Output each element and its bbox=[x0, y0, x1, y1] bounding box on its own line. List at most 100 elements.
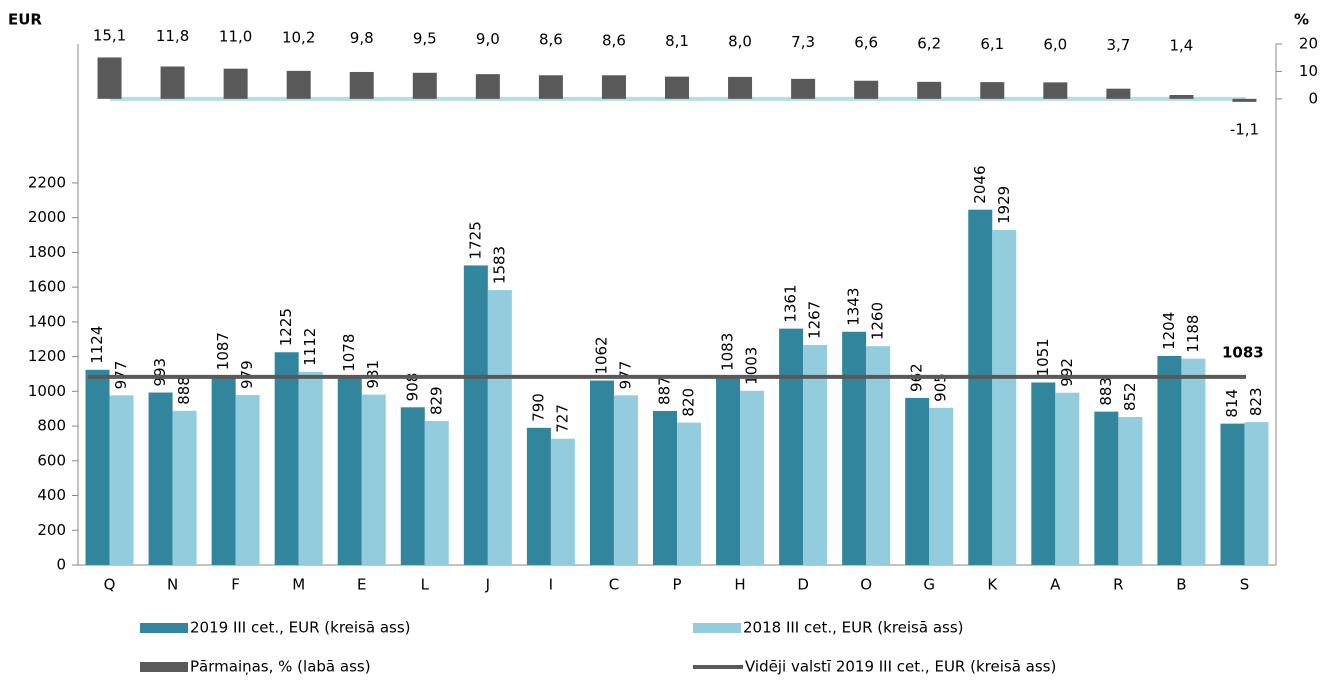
change-bar bbox=[1106, 88, 1131, 99]
y-axis-label: EUR bbox=[8, 11, 42, 29]
y-tick-label: 400 bbox=[37, 486, 66, 504]
bar bbox=[613, 395, 638, 565]
legend-label: 2019 III cet., EUR (kreisā ass) bbox=[190, 619, 411, 637]
data-label: 1204 bbox=[1160, 312, 1178, 350]
x-tick-label: R bbox=[1113, 576, 1123, 594]
y2-tick-label: 20 bbox=[1299, 35, 1318, 53]
legend-label: Pārmaiņas, % (labā ass) bbox=[190, 658, 371, 676]
x-tick-label: M bbox=[292, 576, 305, 594]
change-bar bbox=[1169, 95, 1194, 99]
legend-swatch bbox=[140, 662, 188, 672]
change-label: 6,1 bbox=[980, 35, 1004, 53]
change-label: 9,5 bbox=[413, 30, 437, 48]
change-bar bbox=[791, 78, 816, 99]
bar bbox=[526, 427, 551, 565]
data-label: 829 bbox=[427, 386, 445, 415]
data-label: 1260 bbox=[869, 302, 887, 340]
data-label: 908 bbox=[403, 373, 421, 402]
bar bbox=[992, 229, 1017, 565]
change-label: -1,1 bbox=[1230, 120, 1259, 138]
change-label: 11,8 bbox=[156, 27, 189, 45]
y-tick-label: 1800 bbox=[28, 243, 66, 261]
change-label: 6,2 bbox=[917, 34, 941, 52]
change-bar bbox=[1043, 82, 1068, 99]
change-bar bbox=[728, 76, 753, 99]
bar bbox=[298, 371, 323, 565]
y-tick-label: 2000 bbox=[28, 208, 66, 226]
change-label: 15,1 bbox=[93, 27, 126, 45]
x-tick-label: F bbox=[231, 576, 240, 594]
bar bbox=[929, 407, 954, 565]
bar bbox=[400, 407, 425, 565]
bar bbox=[716, 376, 741, 565]
x-tick-label: L bbox=[421, 576, 430, 594]
data-label: 1003 bbox=[743, 347, 761, 385]
change-bar bbox=[475, 74, 500, 99]
x-tick-label: O bbox=[860, 576, 872, 594]
bar bbox=[677, 422, 701, 565]
change-bar bbox=[601, 75, 626, 99]
legend-swatch bbox=[140, 623, 188, 633]
change-label: 6,0 bbox=[1043, 36, 1067, 54]
x-tick-label: H bbox=[734, 576, 745, 594]
change-label: 8,0 bbox=[728, 33, 752, 51]
data-label: 979 bbox=[238, 360, 256, 389]
data-label: 2046 bbox=[971, 165, 989, 203]
x-tick-label: I bbox=[549, 576, 553, 594]
data-label: 814 bbox=[1223, 389, 1241, 418]
data-label: 1124 bbox=[88, 326, 106, 364]
bar bbox=[148, 392, 173, 565]
y-tick-label: 2200 bbox=[28, 173, 66, 191]
change-bar bbox=[223, 68, 248, 99]
data-label: 888 bbox=[175, 376, 193, 405]
y-tick-label: 0 bbox=[56, 556, 66, 574]
y2-tick-label: 10 bbox=[1299, 62, 1318, 80]
data-label: 820 bbox=[680, 388, 698, 417]
change-label: 9,8 bbox=[350, 29, 374, 47]
change-bar bbox=[349, 71, 374, 99]
y-tick-label: 600 bbox=[37, 451, 66, 469]
x-tick-label: Q bbox=[104, 576, 116, 594]
x-tick-label: E bbox=[357, 576, 366, 594]
change-label: 9,0 bbox=[476, 30, 500, 48]
bar bbox=[653, 410, 677, 565]
y2-tick-label: 0 bbox=[1308, 89, 1318, 107]
change-bar bbox=[980, 82, 1005, 99]
data-label: 992 bbox=[1058, 358, 1076, 387]
bar bbox=[589, 380, 614, 565]
bar bbox=[361, 394, 386, 565]
x-tick-label: D bbox=[797, 576, 809, 594]
bar bbox=[274, 352, 299, 565]
data-label: 1361 bbox=[782, 284, 800, 322]
data-label: 1062 bbox=[592, 336, 610, 374]
bar bbox=[172, 410, 197, 565]
reference-label: 1083 bbox=[1222, 343, 1264, 361]
data-label: 790 bbox=[529, 393, 547, 422]
data-label: 727 bbox=[553, 404, 571, 433]
x-tick-label: G bbox=[923, 576, 935, 594]
bar bbox=[463, 265, 488, 565]
change-bar bbox=[160, 66, 185, 99]
data-label: 981 bbox=[364, 360, 382, 389]
bar bbox=[1244, 422, 1269, 565]
change-bar bbox=[97, 57, 122, 99]
y-tick-label: 1400 bbox=[28, 312, 66, 330]
data-label: 823 bbox=[1247, 387, 1265, 416]
bar bbox=[968, 209, 993, 566]
data-label: 905 bbox=[932, 373, 950, 402]
bar bbox=[424, 421, 449, 565]
change-bar bbox=[412, 72, 437, 99]
x-tick-label: B bbox=[1176, 576, 1186, 594]
change-label: 8,1 bbox=[665, 32, 689, 50]
data-label: 1225 bbox=[277, 308, 295, 346]
x-tick-label: A bbox=[1050, 576, 1061, 594]
change-label: 6,6 bbox=[854, 34, 878, 52]
bar bbox=[1055, 392, 1080, 565]
y-tick-label: 1600 bbox=[28, 278, 66, 296]
data-label: 1343 bbox=[845, 288, 863, 326]
bar bbox=[779, 328, 804, 565]
data-label: 1725 bbox=[466, 221, 484, 259]
change-label: 8,6 bbox=[539, 31, 563, 49]
change-bar bbox=[538, 75, 563, 99]
